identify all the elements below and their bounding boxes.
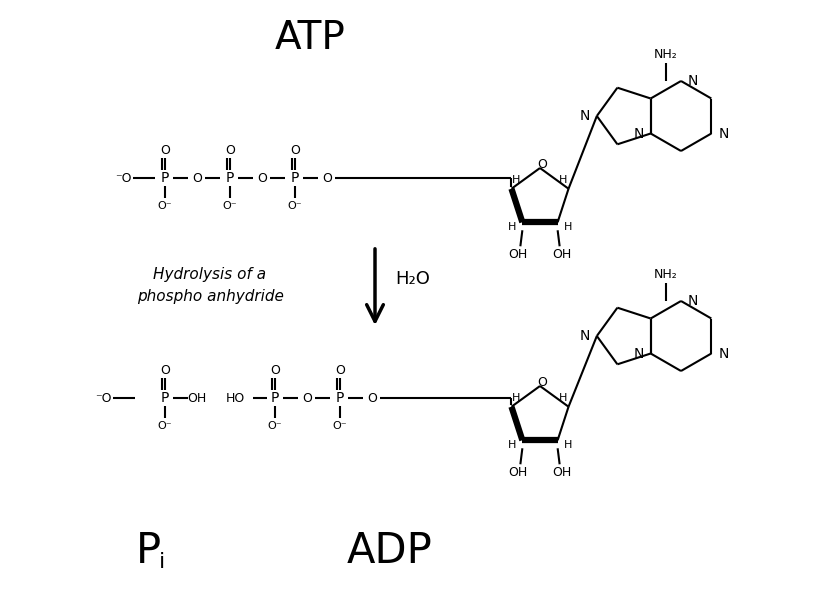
Text: H: H: [564, 222, 572, 232]
Text: P: P: [135, 530, 160, 572]
Text: O⁻: O⁻: [158, 421, 172, 431]
Text: P: P: [160, 391, 169, 405]
Text: N: N: [633, 347, 643, 361]
Text: OH: OH: [509, 466, 528, 479]
Text: ADP: ADP: [347, 530, 433, 572]
Text: H: H: [559, 175, 568, 185]
Text: P: P: [160, 171, 169, 185]
Text: O⁻: O⁻: [158, 201, 172, 211]
Text: O: O: [160, 364, 170, 376]
Text: O: O: [160, 144, 170, 156]
Text: P: P: [270, 391, 279, 405]
Text: P: P: [336, 391, 344, 405]
Text: N: N: [718, 347, 728, 361]
Text: O: O: [322, 171, 332, 184]
Text: O: O: [537, 158, 547, 170]
Text: O: O: [270, 364, 280, 376]
Text: N: N: [688, 74, 698, 88]
Text: ⁻O: ⁻O: [96, 391, 112, 404]
Text: O: O: [290, 144, 300, 156]
Text: HO: HO: [226, 391, 245, 404]
Text: O: O: [257, 171, 267, 184]
Text: H: H: [512, 175, 521, 185]
Text: O⁻: O⁻: [223, 201, 238, 211]
Text: O: O: [302, 391, 312, 404]
Text: H: H: [512, 393, 521, 403]
Text: ATP: ATP: [275, 19, 345, 57]
Text: OH: OH: [552, 248, 571, 261]
Text: P: P: [226, 171, 234, 185]
Text: OH: OH: [509, 248, 528, 261]
Text: O⁻: O⁻: [268, 421, 282, 431]
Text: i: i: [159, 552, 165, 572]
Text: H: H: [508, 222, 517, 232]
Text: N: N: [633, 127, 643, 141]
Text: NH₂: NH₂: [654, 48, 678, 61]
Text: O: O: [192, 171, 202, 184]
Text: OH: OH: [552, 466, 571, 479]
Text: OH: OH: [187, 391, 207, 404]
Text: NH₂: NH₂: [654, 268, 678, 282]
Text: O⁻: O⁻: [287, 201, 302, 211]
Text: H₂O: H₂O: [395, 270, 430, 288]
Text: O: O: [537, 376, 547, 388]
Text: N: N: [688, 294, 698, 308]
Text: O: O: [367, 391, 377, 404]
Text: N: N: [580, 109, 590, 123]
Text: O: O: [225, 144, 235, 156]
Text: N: N: [718, 127, 728, 141]
Text: N: N: [580, 329, 590, 343]
Text: H: H: [564, 441, 572, 450]
Text: O⁻: O⁻: [333, 421, 347, 431]
Text: O: O: [335, 364, 345, 376]
Text: P: P: [291, 171, 299, 185]
Text: Hydrolysis of a: Hydrolysis of a: [154, 267, 266, 282]
Text: H: H: [508, 441, 517, 450]
Text: phospho anhydride: phospho anhydride: [137, 290, 283, 304]
Text: ⁻O: ⁻O: [116, 171, 132, 184]
Text: H: H: [559, 393, 568, 403]
